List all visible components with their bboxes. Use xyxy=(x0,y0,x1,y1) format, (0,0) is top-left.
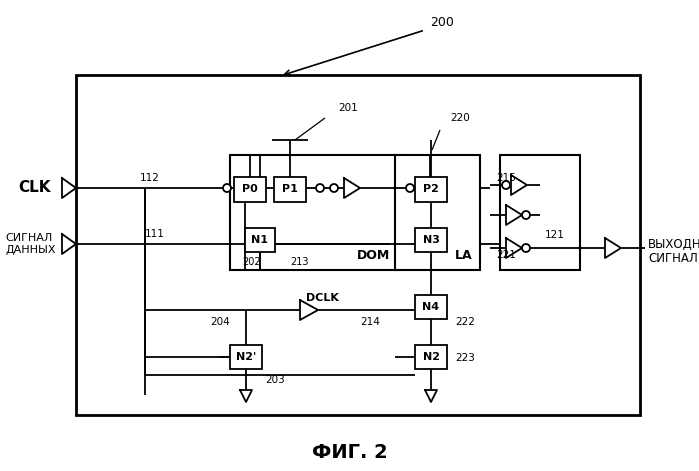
Bar xyxy=(415,295,447,319)
Text: ФИГ. 2: ФИГ. 2 xyxy=(312,442,388,462)
Bar xyxy=(415,177,447,202)
Text: 221: 221 xyxy=(496,250,516,260)
Text: СИГНАЛ: СИГНАЛ xyxy=(648,252,698,265)
Text: 203: 203 xyxy=(265,375,284,385)
Bar xyxy=(230,345,262,369)
Text: 204: 204 xyxy=(210,317,230,327)
Text: LA: LA xyxy=(454,249,472,262)
Circle shape xyxy=(406,184,414,192)
Circle shape xyxy=(522,211,530,219)
Text: ДАННЫХ: ДАННЫХ xyxy=(5,245,55,255)
Text: N1: N1 xyxy=(252,235,268,245)
Text: 220: 220 xyxy=(450,113,470,123)
Text: 111: 111 xyxy=(145,229,165,239)
Text: CLK: CLK xyxy=(18,180,50,195)
Text: 201: 201 xyxy=(338,103,358,113)
Circle shape xyxy=(522,244,530,252)
Polygon shape xyxy=(300,300,318,320)
Text: 214: 214 xyxy=(360,317,380,327)
Circle shape xyxy=(330,184,338,192)
Polygon shape xyxy=(344,178,360,198)
Bar xyxy=(245,228,275,252)
Circle shape xyxy=(316,184,324,192)
Text: DOM: DOM xyxy=(356,249,390,262)
Text: 112: 112 xyxy=(140,173,160,183)
Polygon shape xyxy=(62,234,76,254)
Circle shape xyxy=(223,184,231,192)
Text: N2: N2 xyxy=(422,352,440,362)
Text: ВЫХОДНОЙ: ВЫХОДНОЙ xyxy=(648,237,699,251)
Polygon shape xyxy=(62,178,76,198)
Bar xyxy=(500,155,580,270)
Bar xyxy=(415,345,447,369)
Text: P1: P1 xyxy=(282,184,298,194)
Bar xyxy=(395,155,480,270)
Text: 200: 200 xyxy=(430,16,454,29)
Text: P0: P0 xyxy=(242,184,258,194)
Bar xyxy=(76,75,640,415)
Text: 222: 222 xyxy=(455,317,475,327)
Polygon shape xyxy=(605,238,621,258)
Text: P2: P2 xyxy=(423,184,439,194)
Bar xyxy=(230,155,400,270)
Text: DCLK: DCLK xyxy=(305,293,338,303)
Text: N2': N2' xyxy=(236,352,256,362)
Text: СИГНАЛ: СИГНАЛ xyxy=(5,233,52,243)
Bar xyxy=(415,228,447,252)
Polygon shape xyxy=(511,175,527,195)
Text: 202: 202 xyxy=(242,257,261,267)
Text: 215: 215 xyxy=(496,173,516,183)
Bar xyxy=(274,177,306,202)
Text: 223: 223 xyxy=(455,353,475,363)
Text: N4: N4 xyxy=(422,302,440,312)
Bar xyxy=(234,177,266,202)
Polygon shape xyxy=(240,390,252,402)
Text: 213: 213 xyxy=(290,257,308,267)
Circle shape xyxy=(502,181,510,189)
Text: 121: 121 xyxy=(545,230,565,240)
Polygon shape xyxy=(425,390,437,402)
Text: N3: N3 xyxy=(423,235,440,245)
Polygon shape xyxy=(506,205,522,225)
Polygon shape xyxy=(506,238,522,258)
